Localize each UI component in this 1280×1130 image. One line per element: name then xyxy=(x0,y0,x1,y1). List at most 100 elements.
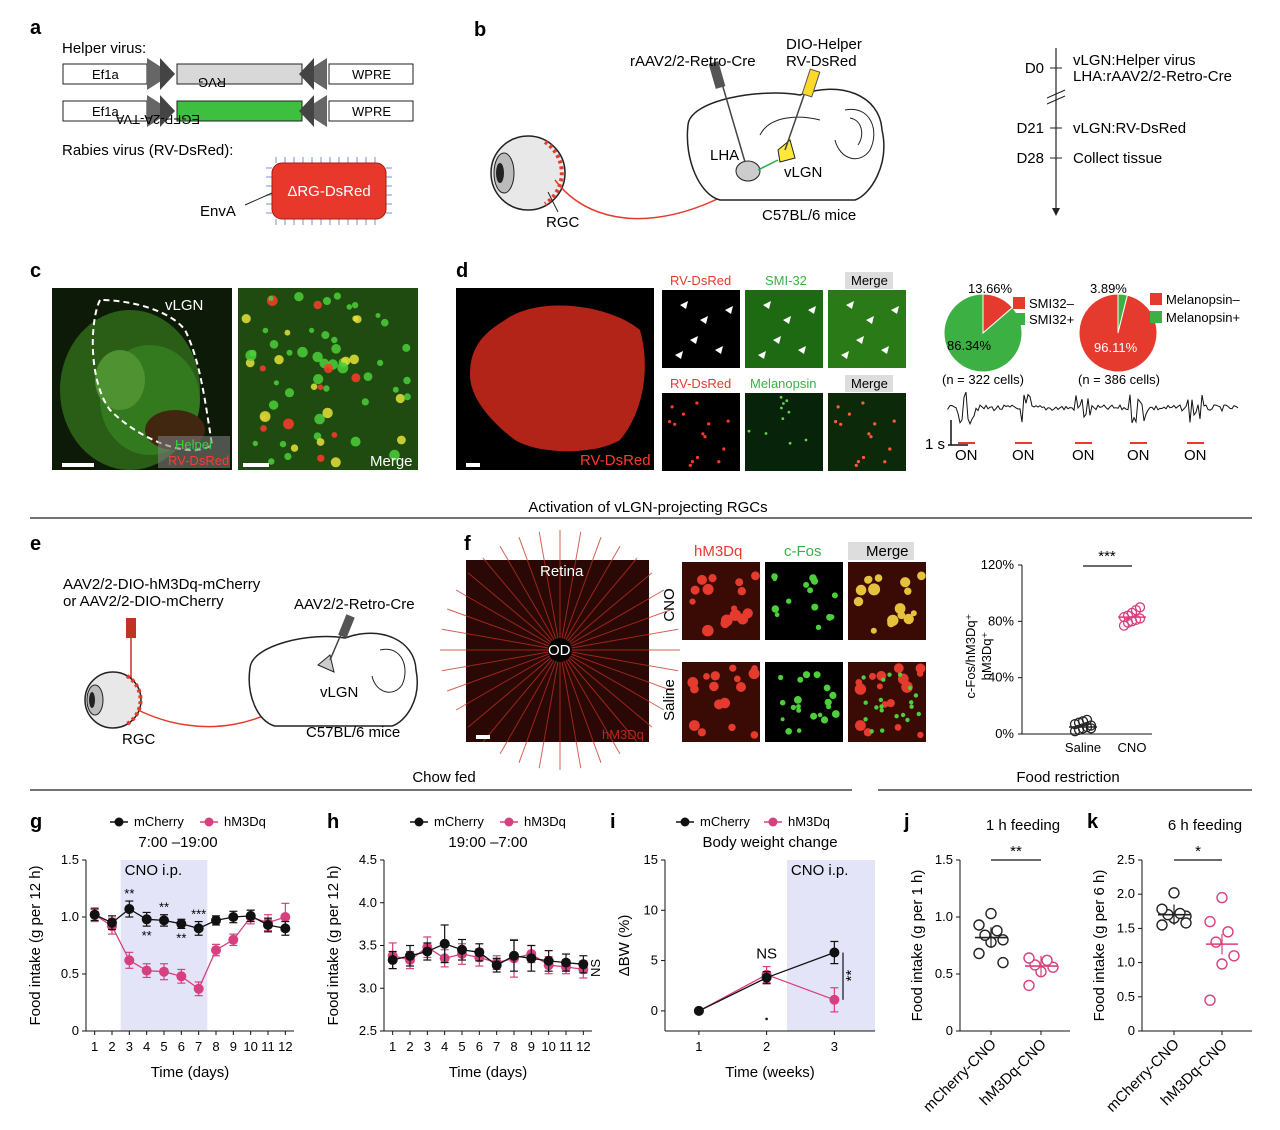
vessel xyxy=(559,557,638,651)
hm3dq-cell xyxy=(689,720,700,731)
vlgn-outline xyxy=(91,298,214,452)
data-point xyxy=(979,929,991,941)
cell xyxy=(888,447,892,451)
cfos-cell xyxy=(780,717,785,722)
merge-cell xyxy=(868,583,881,596)
vessel xyxy=(559,531,582,651)
merge-cfos-cell xyxy=(878,697,884,703)
rgc-label-e: RGC xyxy=(122,731,156,748)
shaded-region xyxy=(786,860,875,1031)
cell xyxy=(331,336,338,344)
cell xyxy=(330,457,341,468)
y-tick-label: 0.5 xyxy=(935,966,953,981)
hm3dq-cell xyxy=(703,673,710,680)
virus-label-1: AAV2/2-DIO-hM3Dq-mCherry xyxy=(63,576,261,593)
hm3dq-cell xyxy=(690,684,699,694)
promoter-ef1a: Ef1a xyxy=(92,67,120,82)
cell xyxy=(314,413,325,425)
data-point xyxy=(1204,994,1216,1006)
hm3dq-cfos-cells xyxy=(687,571,926,739)
pie-slice xyxy=(1078,293,1158,373)
cell xyxy=(892,419,896,423)
shaded-label: CNO i.p. xyxy=(125,862,183,879)
pie2-neg-legend: Melanopsin– xyxy=(1166,292,1240,307)
y-tick-label: 80% xyxy=(988,613,1014,628)
legend-marker xyxy=(414,817,424,827)
data-point xyxy=(1134,613,1146,624)
hm3dq-cell xyxy=(719,697,731,709)
y-tick-label: 0 xyxy=(1128,1023,1135,1038)
vessel xyxy=(559,572,653,651)
cfos-cell xyxy=(824,698,832,706)
pie1-neg-pct: 13.66% xyxy=(968,281,1013,296)
x-tick-label: 1 xyxy=(389,1039,396,1054)
cfos-cell xyxy=(826,613,833,621)
hm3dq-cell xyxy=(702,624,714,637)
cell xyxy=(351,302,359,309)
merge-cell xyxy=(887,619,895,628)
cfos-cell xyxy=(823,684,831,692)
scale-bar xyxy=(243,463,269,467)
y-tick-label: 3.5 xyxy=(359,938,377,953)
hm3dq-cell xyxy=(690,585,700,595)
data-point xyxy=(973,947,985,960)
panel-letter-c: c xyxy=(30,260,41,282)
cell xyxy=(273,380,279,386)
helper-construct-1: Ef1a RVG WPRE xyxy=(62,58,414,90)
cell xyxy=(856,460,861,464)
panel-letter-d: d xyxy=(456,260,468,282)
cell xyxy=(688,463,692,467)
merge-cfos-cell xyxy=(894,714,899,719)
data-point xyxy=(89,909,100,920)
legend-marker xyxy=(114,817,124,827)
y-tick-label: 15 xyxy=(644,852,658,867)
chart-title: Body weight change xyxy=(702,834,837,851)
data-point xyxy=(387,955,398,965)
shaded-region xyxy=(120,860,208,1031)
cfos-cell xyxy=(831,592,838,599)
cell xyxy=(690,460,695,464)
data-point xyxy=(474,947,485,958)
y-tick-label: 1.0 xyxy=(1117,955,1135,970)
cell xyxy=(294,292,304,302)
cell xyxy=(402,343,411,352)
cfos-cell xyxy=(786,598,792,604)
vessel xyxy=(559,649,602,763)
cell xyxy=(695,401,699,405)
cfos-cell xyxy=(796,704,801,709)
x-tick-label: CNO xyxy=(1118,740,1147,755)
cell xyxy=(395,393,405,404)
timeline-event-d0-1: vLGN:Helper virus xyxy=(1073,52,1196,69)
data-point xyxy=(1156,919,1168,931)
legend-label-mcherry: mCherry xyxy=(434,814,484,829)
data-point xyxy=(1041,954,1053,966)
x-tick-label: 10 xyxy=(541,1039,555,1054)
chart-1h-feeding: 0 0.5 1.0 1.5 1 h feeding Food intake (g per … xyxy=(909,817,1070,1116)
melanopsin-image-row xyxy=(662,393,906,471)
merge-cfos-cell xyxy=(869,729,874,734)
cfos-cell xyxy=(774,612,780,618)
data-point xyxy=(107,917,117,928)
vessel xyxy=(559,608,673,651)
legend-label-hm3dq: hM3Dq xyxy=(524,814,566,829)
merge-label: Merge xyxy=(370,453,413,470)
cell xyxy=(245,350,257,361)
cell xyxy=(668,420,672,424)
cell xyxy=(873,422,877,426)
retina-shape xyxy=(470,305,645,452)
merge-cell xyxy=(886,699,895,708)
x-tick-label: 1 xyxy=(695,1039,702,1054)
pie2-pos-pct: 3.89% xyxy=(1090,281,1127,296)
data-point xyxy=(141,965,152,976)
data-point xyxy=(543,955,554,966)
y-tick-label: 0 xyxy=(651,1003,658,1018)
on-label: ON xyxy=(1184,447,1207,464)
hm3dq-cell xyxy=(689,598,696,605)
arrowhead xyxy=(798,346,806,354)
data-point xyxy=(1174,907,1186,920)
cell xyxy=(785,399,789,403)
merge-cell xyxy=(870,627,877,634)
cell xyxy=(695,455,700,460)
cell xyxy=(268,458,275,465)
